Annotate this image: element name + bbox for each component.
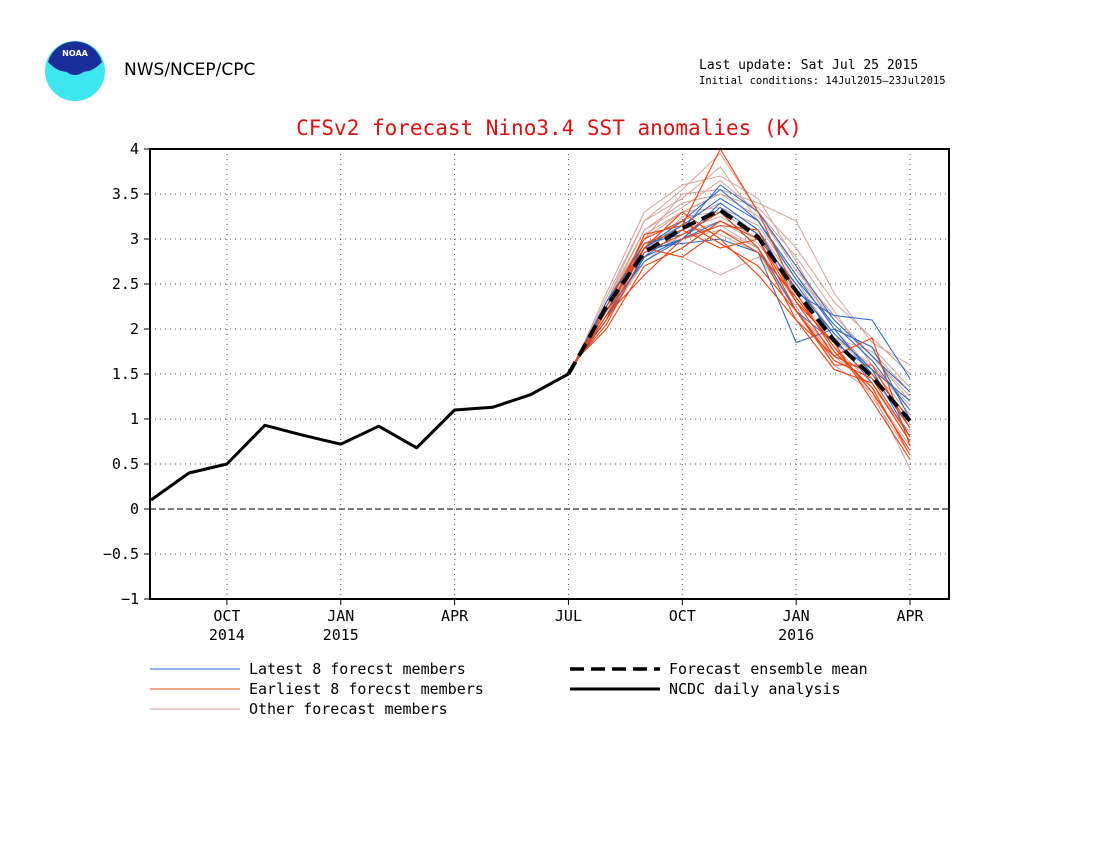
x-tick-label: JUL [555,607,582,625]
earliest-member-line [567,220,911,429]
y-tick-label: 0.5 [112,455,139,473]
initial-conditions: Initial conditions: 14Jul2015–23Jul2015 [699,75,946,87]
x-tick-year: 2014 [209,626,245,644]
y-tick-label: −0.5 [103,545,139,563]
legend-label: Latest 8 forecst members [249,660,466,678]
y-tick-label: −1 [121,590,139,608]
x-tick-label: APR [441,607,469,625]
legend-label: Other forecast members [249,700,448,718]
earliest-member-line [567,229,911,451]
x-tick-label: JAN [783,607,810,625]
agency-label: NWS/NCEP/CPC [124,60,256,80]
noaa-logo: NOAA [45,41,105,101]
other-member-line [568,211,911,456]
latest-member-line [568,197,911,411]
plot-frame [149,148,950,600]
ncdc-analysis-line [150,372,570,502]
x-tick-year: 2015 [323,626,359,644]
last-update: Last update: Sat Jul 25 2015 [699,58,919,73]
legend-label: Forecast ensemble mean [669,660,868,678]
latest-member-line [568,206,911,438]
y-tick-label: 4 [130,140,139,158]
y-tick-label: 3 [130,230,139,248]
x-tick-label: APR [896,607,924,625]
other-member-line [568,202,911,420]
y-tick-label: 2 [130,320,139,338]
ensemble-mean-line [566,207,912,423]
y-tick-label: 0 [130,500,139,518]
y-tick-label: 1.5 [112,365,139,383]
other-member-line [568,220,911,438]
x-tick-year: 2016 [778,626,814,644]
legend-label: Earliest 8 forecst members [249,680,484,698]
noaa-logo-text: NOAA [62,49,88,58]
earliest-member-line [567,211,911,442]
legend-label: NCDC daily analysis [669,680,841,698]
x-tick-label: OCT [669,607,696,625]
earliest-member-line [567,229,911,438]
x-tick-label: JAN [327,607,354,625]
x-tick-label: OCT [213,607,240,625]
y-tick-label: 1 [130,410,139,428]
y-tick-label: 3.5 [112,185,139,203]
y-tick-label: 2.5 [112,275,139,293]
latest-member-line [568,220,911,442]
chart-title: CFSv2 forecast Nino3.4 SST anomalies (K) [296,116,802,140]
